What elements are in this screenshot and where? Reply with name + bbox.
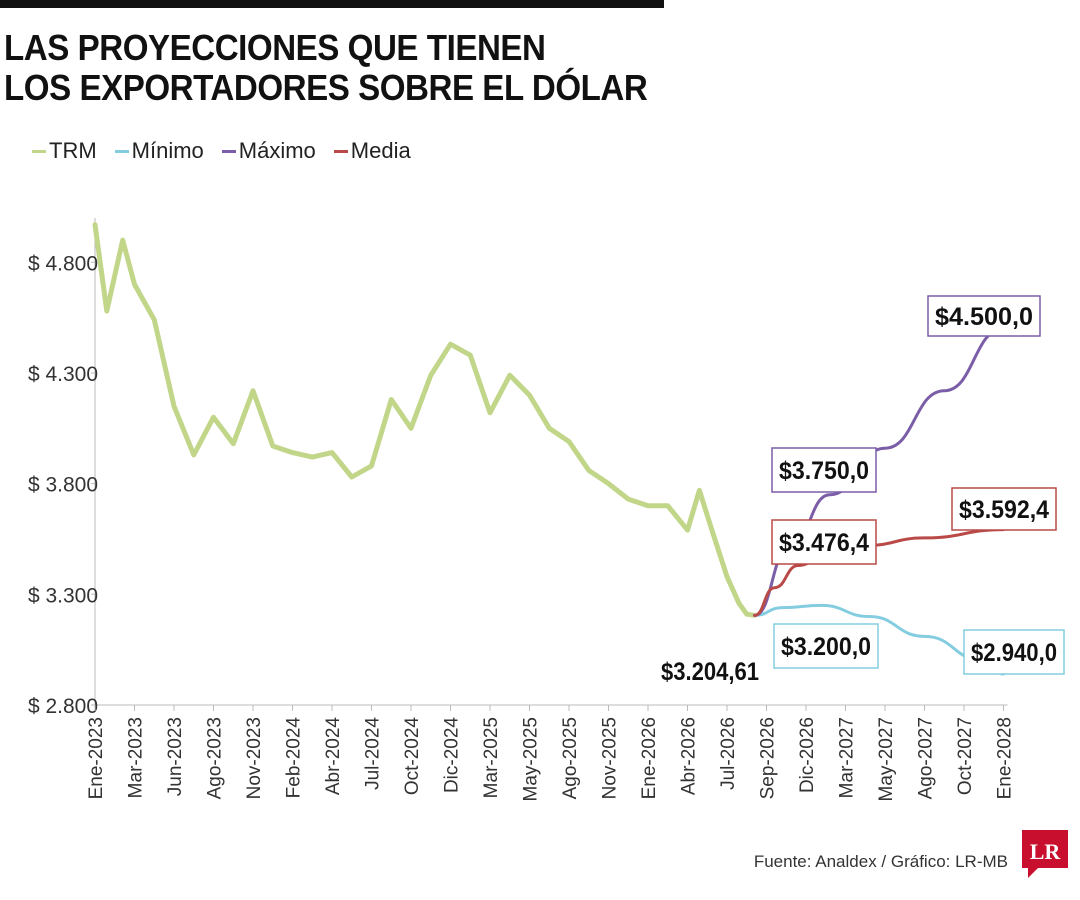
data-label: $4.500,0	[935, 303, 1033, 331]
lr-logo: LR	[1022, 830, 1068, 878]
callout-box	[951, 487, 1057, 531]
x-tick-label: Nov-2023	[244, 717, 265, 799]
x-tick-label: Ene-2023	[86, 717, 107, 799]
legend-item-2: Máximo	[221, 138, 316, 164]
legend-item-0: TRM	[32, 138, 97, 164]
y-tick-label: $ 3.300	[28, 584, 98, 607]
callout-box	[927, 295, 1041, 337]
x-tick-label: Abr-2024	[323, 717, 344, 796]
callout-box	[773, 623, 879, 669]
legend-label: Media	[350, 138, 411, 163]
legend-label: Mínimo	[131, 138, 204, 163]
y-tick-label: $ 3.800	[28, 474, 98, 497]
x-tick-label: Jul-2026	[718, 717, 739, 790]
callout-box	[771, 519, 877, 565]
x-tick-label: Dic-2024	[442, 717, 463, 793]
x-tick-label: May-2025	[521, 717, 542, 802]
x-tick-label: Jul-2024	[363, 717, 384, 790]
y-tick-label: $ 4.800	[28, 252, 98, 275]
title-line-2: LOS EXPORTADORES SOBRE EL DÓLAR	[4, 67, 648, 108]
data-label: $3.476,4	[779, 529, 869, 557]
x-tick-label: Dic-2026	[797, 717, 818, 793]
y-tick-label: $ 2.800	[28, 695, 98, 718]
callout-box	[771, 447, 877, 493]
x-tick-label: Ago-2025	[560, 717, 581, 799]
data-label: $3.750,0	[779, 457, 869, 485]
x-tick-label: Abr-2026	[679, 717, 700, 795]
x-tick-label: Feb-2024	[284, 717, 305, 799]
legend-item-3: Media	[333, 138, 411, 164]
start-value-label: $3.204,61	[661, 658, 759, 686]
legend-swatch	[32, 149, 46, 153]
title-line-1: LAS PROYECCIONES QUE TIENEN	[4, 27, 546, 68]
legend-swatch	[333, 149, 348, 153]
callout-box	[963, 629, 1065, 675]
x-tick-label: Ago-2023	[205, 717, 226, 799]
legend-label: Máximo	[238, 138, 316, 163]
legend-swatch	[221, 149, 236, 153]
data-label: $3.200,0	[781, 633, 871, 661]
source-note: Fuente: Analdex / Gráfico: LR-MB	[753, 852, 1008, 871]
x-tick-label: Nov-2025	[600, 717, 621, 799]
series-line-trm	[92, 222, 758, 618]
y-tick-label: $ 4.300	[28, 363, 98, 386]
legend-label: TRM	[49, 138, 97, 163]
page-title: LAS PROYECCIONES QUE TIENEN LOS EXPORTAD…	[4, 28, 648, 108]
x-tick-label: May-2027	[876, 717, 897, 802]
x-tick-label: Jun-2023	[165, 717, 186, 796]
x-tick-label: Mar-2025	[481, 717, 502, 798]
chart-legend: TRM Mínimo Máximo Media	[32, 138, 411, 164]
data-label: $2.940,0	[971, 639, 1057, 667]
top-rule	[0, 0, 664, 8]
legend-swatch	[114, 149, 129, 153]
x-tick-label: Sep-2026	[758, 717, 779, 799]
x-tick-label: Mar-2027	[837, 717, 858, 798]
data-label: $3.592,4	[959, 496, 1049, 524]
svg-text:LR: LR	[1030, 839, 1062, 864]
x-tick-label: Ago-2027	[916, 717, 937, 799]
x-tick-label: Ene-2028	[995, 717, 1016, 799]
legend-item-1: Mínimo	[114, 138, 204, 164]
x-tick-label: Ene-2026	[639, 717, 660, 799]
x-tick-label: Mar-2023	[126, 717, 147, 798]
x-tick-label: Oct-2024	[402, 717, 423, 796]
x-tick-label: Oct-2027	[955, 717, 976, 795]
